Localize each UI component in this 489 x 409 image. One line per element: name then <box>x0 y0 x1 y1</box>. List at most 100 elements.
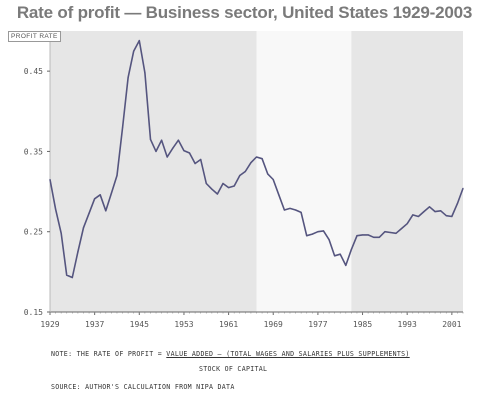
data-point <box>155 150 157 153</box>
data-point <box>350 248 352 250</box>
data-point <box>183 150 185 152</box>
data-point <box>384 231 386 233</box>
data-point <box>71 276 73 279</box>
data-point <box>456 203 459 205</box>
note-denominator: STOCK OF CAPITAL <box>199 365 268 373</box>
data-point <box>367 234 369 236</box>
data-point <box>216 193 219 195</box>
data-point <box>445 215 447 217</box>
data-point <box>200 158 202 161</box>
data-point <box>239 174 241 177</box>
source-note: SOURCE: AUTHOR'S CALCULATION FROM NIPA D… <box>51 383 235 391</box>
x-tick-label: 2001 <box>442 320 461 329</box>
data-point <box>406 223 408 225</box>
y-tick-label: 0.15 <box>24 308 43 317</box>
data-point <box>395 232 397 234</box>
shaded-period-2 <box>256 31 352 312</box>
data-point <box>166 156 168 158</box>
data-point <box>99 194 101 196</box>
x-tick-label: 1937 <box>85 320 104 329</box>
y-tick-label: 0.45 <box>24 67 43 76</box>
data-point <box>66 274 68 276</box>
data-point <box>177 139 179 141</box>
data-point <box>328 239 330 241</box>
data-point <box>306 235 308 237</box>
data-point <box>82 227 85 229</box>
data-point <box>54 208 57 210</box>
x-tick-label: 1929 <box>40 320 59 329</box>
data-point <box>244 170 246 173</box>
note-numerator: VALUE ADDED – (TOTAL WAGES AND SALARIES … <box>166 350 410 358</box>
data-point <box>361 234 364 236</box>
data-point <box>110 192 112 194</box>
data-point <box>378 236 380 238</box>
note-prefix: NOTE: THE RATE OF PROFIT = <box>51 350 167 358</box>
data-point <box>121 126 124 128</box>
shaded-period-1 <box>50 31 257 312</box>
data-point <box>428 206 431 208</box>
shaded-period-3 <box>351 31 463 312</box>
data-point <box>417 215 419 218</box>
x-tick-label: 1969 <box>264 320 283 329</box>
x-tick-label: 1961 <box>219 320 238 329</box>
data-point <box>49 178 51 181</box>
data-point <box>94 198 96 200</box>
x-tick-label: 1953 <box>174 320 193 329</box>
data-point <box>434 211 436 213</box>
data-point <box>250 162 252 164</box>
data-point <box>105 210 107 212</box>
data-point <box>227 186 230 189</box>
x-tick-label: 1945 <box>130 320 149 329</box>
formula-note: NOTE: THE RATE OF PROFIT = VALUE ADDED –… <box>51 350 410 358</box>
data-point <box>389 231 392 234</box>
x-tick-label: 1977 <box>308 320 327 329</box>
data-point <box>440 210 442 212</box>
data-point <box>373 236 375 238</box>
data-point <box>255 156 258 158</box>
data-point <box>289 207 291 210</box>
data-point <box>272 178 274 181</box>
data-point <box>339 253 341 255</box>
data-point <box>144 72 146 74</box>
x-tick-label: 1985 <box>353 320 372 329</box>
data-point <box>345 264 347 267</box>
data-point <box>161 139 163 141</box>
x-tick-label: 1993 <box>398 320 417 329</box>
y-axis-label: PROFIT RATE <box>8 31 61 42</box>
data-point <box>278 194 280 196</box>
data-point <box>211 188 213 190</box>
y-tick-label: 0.25 <box>24 228 43 237</box>
data-point <box>233 185 235 187</box>
data-point <box>267 173 269 175</box>
data-point <box>356 235 358 237</box>
data-point <box>222 182 224 185</box>
data-point <box>322 230 325 232</box>
data-point <box>317 231 319 233</box>
data-point <box>188 152 191 154</box>
data-point <box>60 232 62 234</box>
chart-title: Rate of profit — Business sector, United… <box>16 3 473 22</box>
data-point <box>138 40 140 42</box>
data-point <box>77 251 79 253</box>
data-point <box>116 174 118 177</box>
data-point <box>205 182 207 185</box>
data-point <box>451 215 453 218</box>
data-point <box>334 255 336 257</box>
data-point <box>133 50 135 52</box>
data-point <box>283 209 286 211</box>
data-point <box>311 233 313 235</box>
data-point <box>462 187 464 189</box>
y-tick-label: 0.35 <box>24 147 43 156</box>
data-point <box>423 211 425 213</box>
data-point <box>261 158 263 160</box>
data-point <box>88 212 90 214</box>
data-point <box>294 209 297 211</box>
data-point <box>412 214 414 216</box>
data-point <box>401 227 403 230</box>
data-point <box>149 138 152 140</box>
data-point <box>127 76 129 79</box>
data-point <box>194 162 196 165</box>
data-point <box>172 147 174 149</box>
data-point <box>300 211 302 214</box>
